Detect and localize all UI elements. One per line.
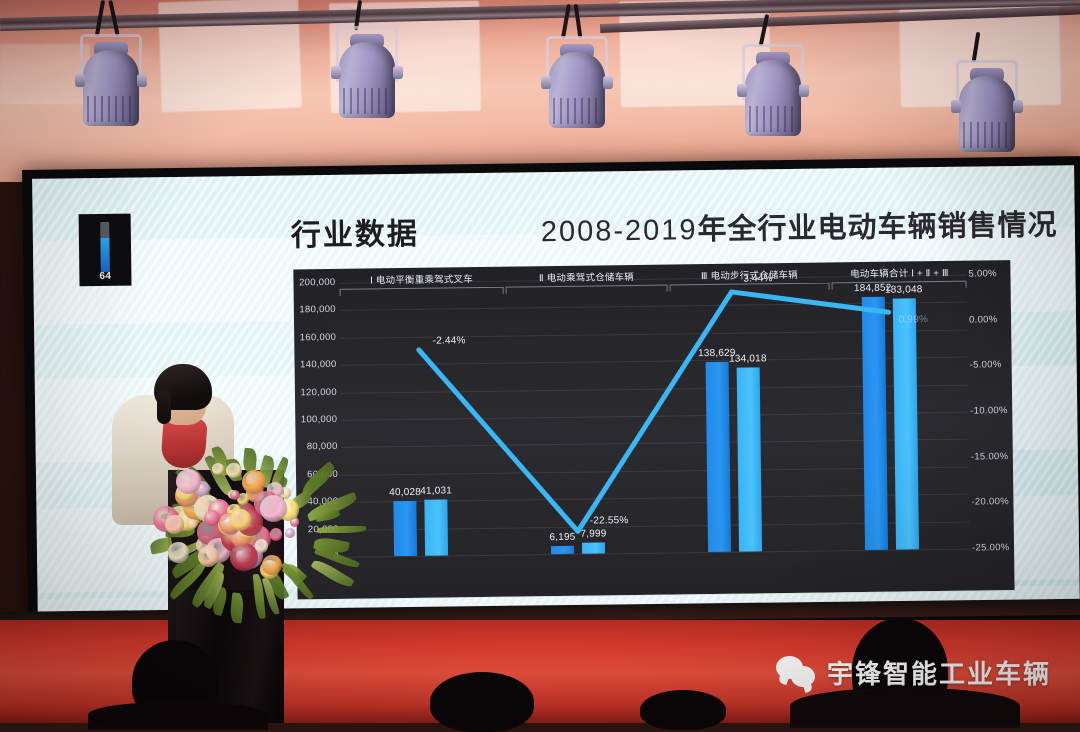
trend-value-label: 0.99% bbox=[899, 314, 929, 325]
y2-axis-tick: 5.00% bbox=[968, 268, 1006, 279]
flower-blossom bbox=[168, 542, 189, 563]
flower-blossom bbox=[226, 463, 241, 478]
y-axis-tick: 140,000 bbox=[295, 359, 337, 371]
flower-blossom bbox=[260, 495, 287, 522]
foliage bbox=[242, 448, 257, 473]
flower-blossom bbox=[230, 509, 251, 530]
chart-plot-area: 40,02841,0316,1957,999138,629134,018184,… bbox=[340, 275, 971, 557]
y2-axis-tick: -10.00% bbox=[970, 405, 1008, 416]
trend-value-label: 3.44% bbox=[743, 273, 773, 284]
trend-value-label: -22.55% bbox=[590, 515, 629, 527]
stage-light bbox=[736, 40, 810, 144]
y2-axis-tick: -20.00% bbox=[971, 496, 1009, 507]
chart-panel: Ⅰ 电动平衡重乘驾式叉车 Ⅱ 电动乘驾式仓储车辆 Ⅲ 电动步行式仓储车辆 电动车… bbox=[293, 260, 1014, 599]
stage-light bbox=[540, 32, 614, 136]
audience-head bbox=[640, 690, 726, 730]
flower-blossom bbox=[165, 515, 183, 533]
stage-light bbox=[74, 30, 148, 134]
page-number: 64 bbox=[99, 271, 111, 282]
audience-head bbox=[430, 672, 534, 732]
watermark-text: 宇锋智能工业车辆 bbox=[827, 654, 1051, 691]
foliage bbox=[229, 593, 243, 624]
flower-blossom bbox=[212, 463, 224, 475]
flower-blossom bbox=[255, 539, 269, 553]
y2-axis-tick: -15.00% bbox=[971, 451, 1009, 462]
slide-title-text: 年全行业电动车辆销售情况 bbox=[697, 209, 1057, 246]
y-axis-tick: 160,000 bbox=[294, 332, 336, 344]
flower-blossom bbox=[204, 510, 220, 526]
stage-light bbox=[950, 56, 1024, 160]
table-row-labels: 2019年1-8月累计2018年1-8月累计增减 bbox=[32, 165, 1074, 179]
audience-shoulder bbox=[88, 702, 268, 730]
slide-heading: 行业数据 bbox=[291, 209, 420, 255]
stage-light bbox=[330, 22, 404, 126]
y2-axis-tick: -25.00% bbox=[972, 542, 1010, 553]
y2-axis-tick: 0.00% bbox=[969, 314, 1007, 325]
flower-blossom bbox=[270, 528, 282, 540]
slide-title-years: 2008-2019 bbox=[541, 214, 698, 248]
audience-shoulder bbox=[790, 688, 1020, 728]
y-axis-tick: 120,000 bbox=[295, 386, 337, 398]
flower-blossom bbox=[262, 555, 282, 575]
scene-root: 64 行业数据 2008-2019年全行业电动车辆销售情况 Ⅰ 电动平衡重乘驾式… bbox=[0, 0, 1080, 723]
y-axis-tick: 200,000 bbox=[293, 277, 335, 289]
y-axis-tick: 180,000 bbox=[294, 304, 336, 316]
trend-line bbox=[340, 275, 971, 557]
page-progress-bar bbox=[100, 222, 110, 272]
trend-value-label: -2.44% bbox=[433, 335, 466, 346]
flower-blossom bbox=[198, 546, 219, 567]
speaker-hair bbox=[154, 364, 212, 410]
slide-title: 2008-2019年全行业电动车辆销售情况 bbox=[541, 201, 1058, 250]
flower-blossom bbox=[285, 528, 295, 538]
slide-page-marker: 64 bbox=[79, 214, 132, 287]
flower-blossom bbox=[230, 543, 257, 570]
flower-arrangement bbox=[138, 430, 324, 645]
flower-blossom bbox=[176, 469, 201, 494]
y-axis-tick: 100,000 bbox=[295, 414, 337, 426]
wechat-icon bbox=[776, 656, 816, 690]
y2-axis-tick: -5.00% bbox=[970, 359, 1008, 370]
watermark: 宇锋智能工业车辆 bbox=[776, 654, 1051, 691]
